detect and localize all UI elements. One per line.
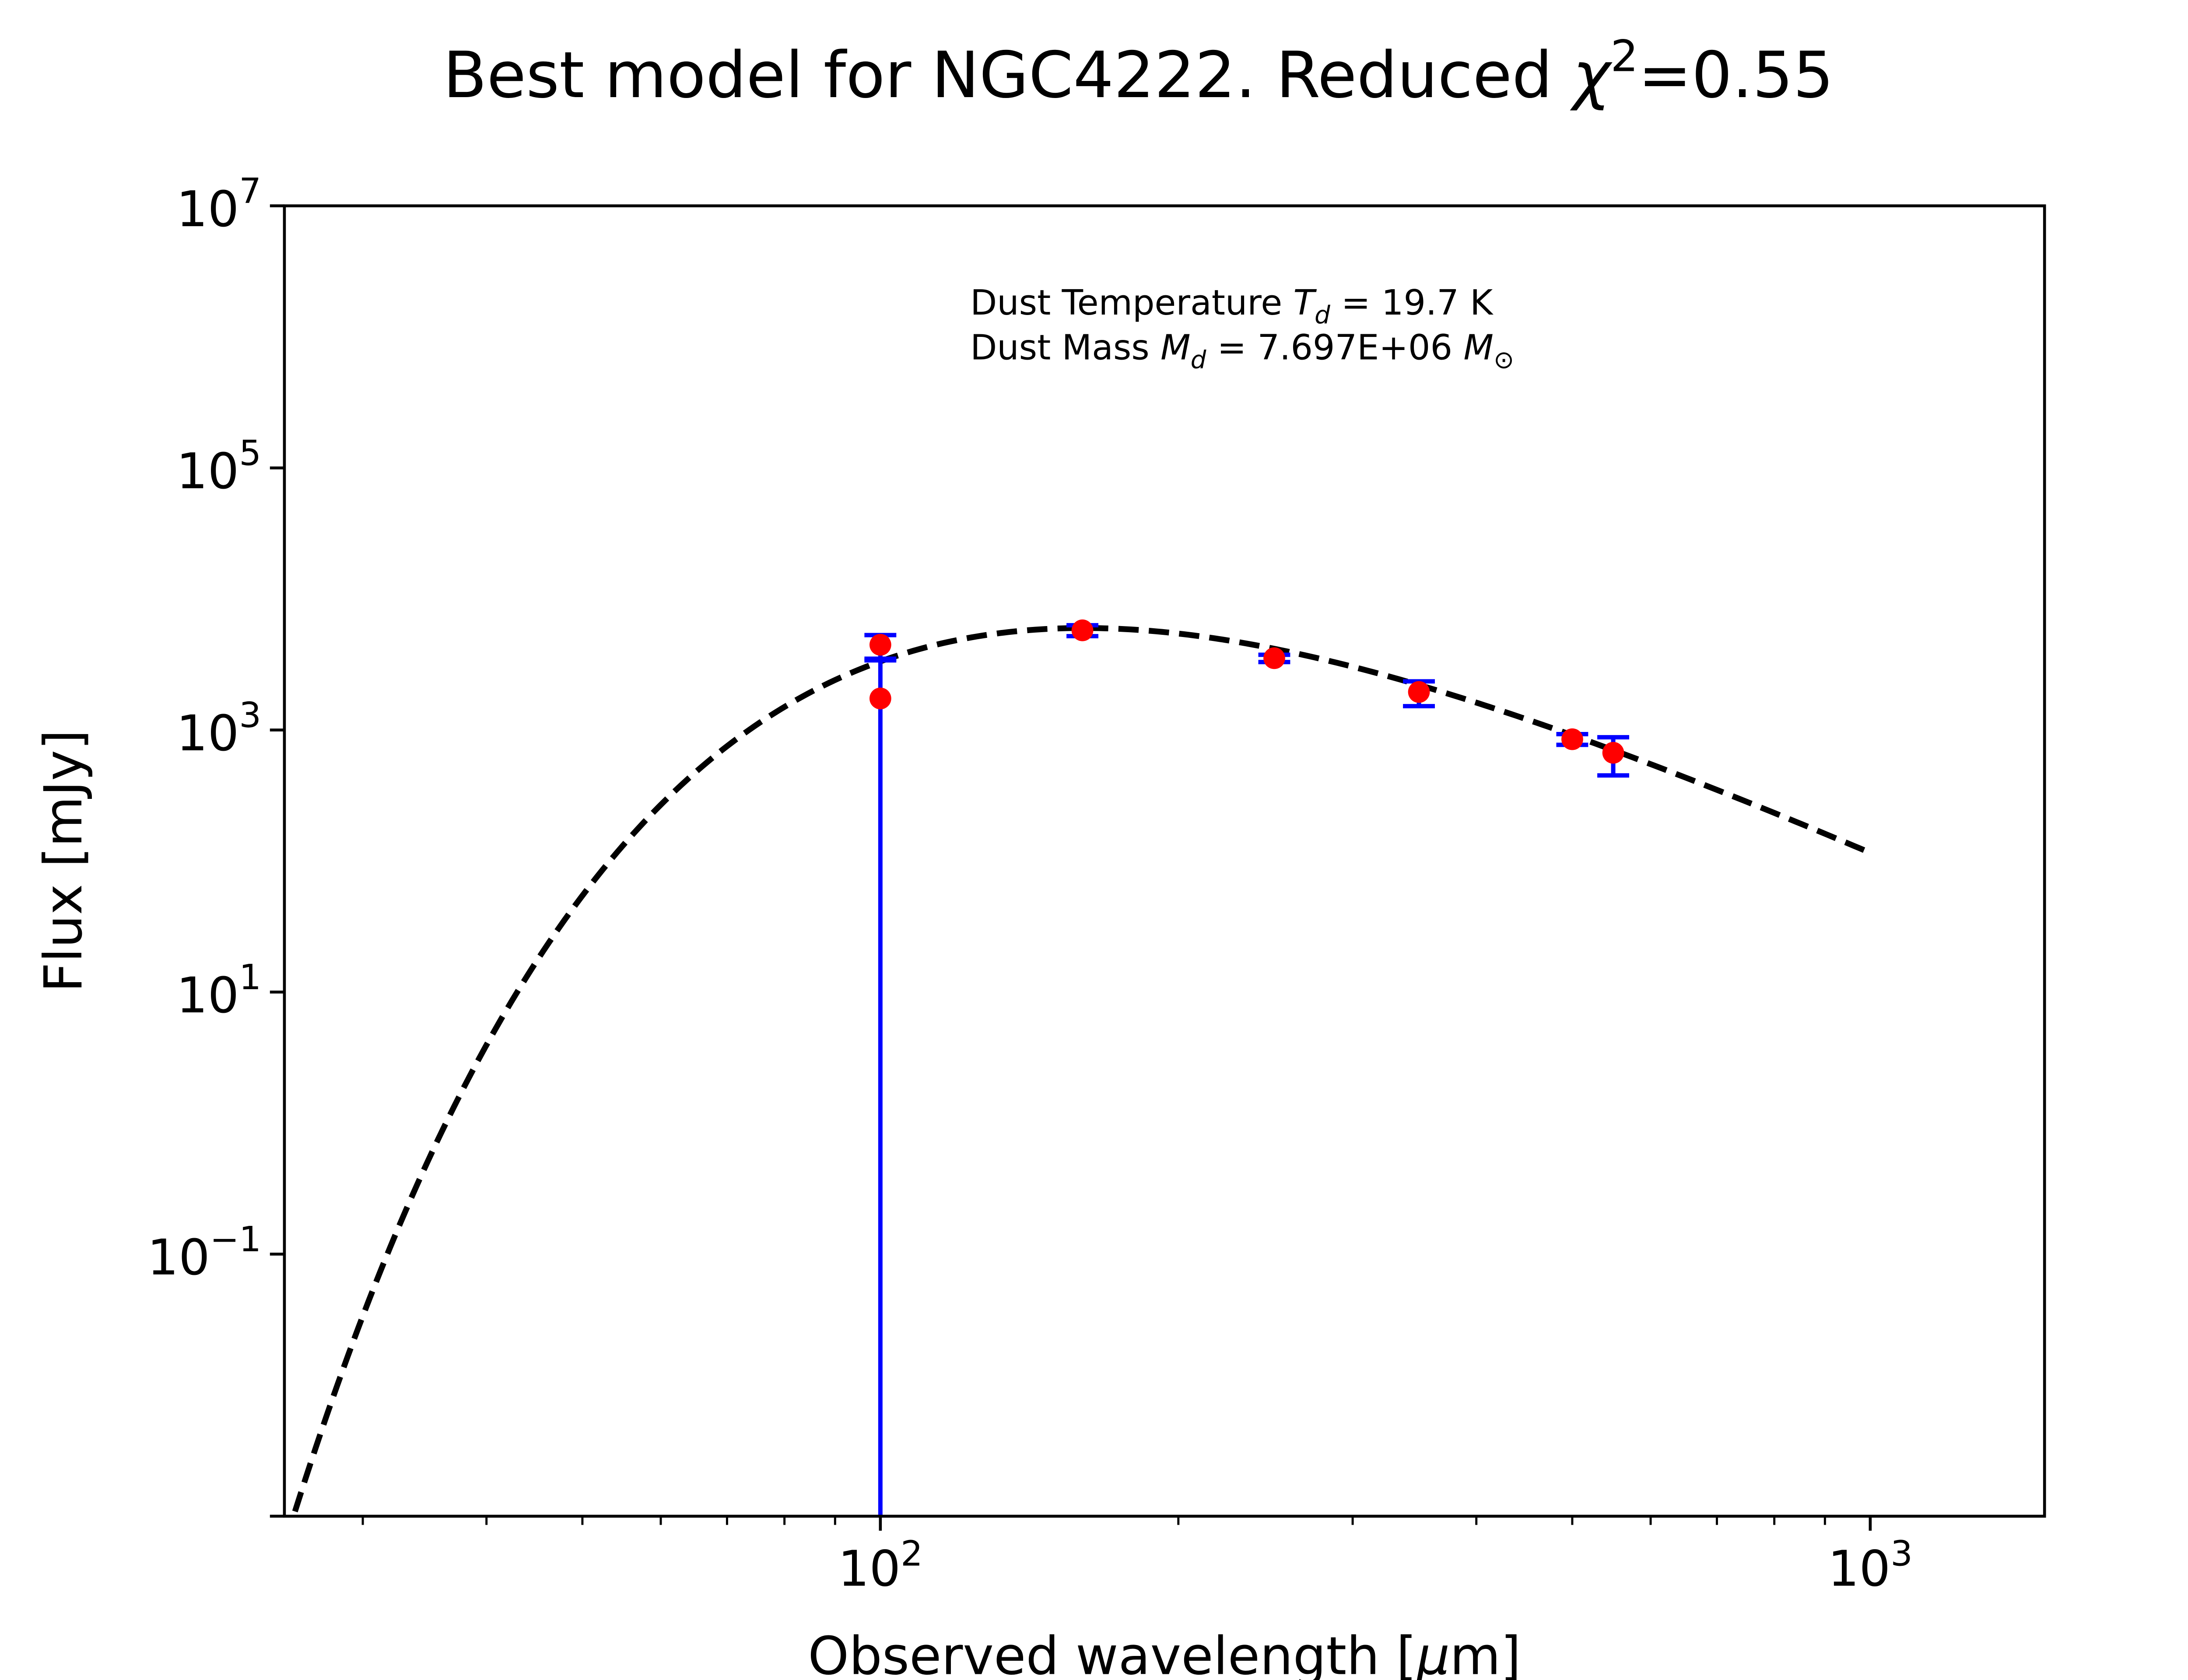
data-marker (1602, 742, 1624, 764)
x-axis-ticks: 102 103 (361, 1516, 1913, 1598)
title-sup: 2 (1610, 31, 1638, 81)
xlabel-prefix: Observed wavelength [ (808, 1626, 1417, 1680)
data-marker (1071, 619, 1094, 641)
y-axis-ticks: 107 105 103 101 10−1 (147, 171, 284, 1518)
axes-frame (283, 204, 2046, 1518)
ann1-sym: T (1293, 282, 1317, 323)
data-marker (1263, 647, 1285, 669)
y-tick-label: 103 (176, 695, 261, 762)
ann2-sub: d (1191, 346, 1206, 374)
data-point-2 (1066, 619, 1098, 641)
data-marker (1408, 681, 1430, 703)
xlabel-suffix: m] (1450, 1626, 1521, 1680)
y-axis-label: Flux [mJy] (33, 730, 94, 993)
data-point-3 (1258, 647, 1290, 669)
data-marker (869, 634, 891, 656)
ann2-sym: M (1161, 327, 1191, 368)
data-point-5 (1556, 728, 1588, 750)
ann1-prefix: Dust Temperature (970, 282, 1293, 323)
y-tick-label: 107 (176, 171, 261, 238)
title-suffix: =0.55 (1638, 38, 1834, 112)
ann2-sym2: M (1463, 327, 1494, 368)
ann2-middle: = 7.697E+06 (1206, 327, 1463, 368)
chart-title: Best model for NGC4222. Reduced χ2=0.55 (443, 31, 1834, 112)
ann1-sub: d (1315, 301, 1330, 329)
data-point-1 (864, 656, 897, 1516)
data-point-4 (1403, 679, 1435, 709)
data-point-6 (1597, 735, 1629, 778)
ann2-prefix: Dust Mass (970, 327, 1161, 368)
title-chi: χ (1570, 38, 1613, 112)
ann2-sun-symbol: ⊙ (1494, 346, 1514, 374)
y-tick-label: 101 (176, 957, 261, 1024)
ann1-suffix: = 19.7 K (1330, 282, 1494, 323)
x-tick-label: 102 (838, 1533, 923, 1597)
data-marker (1561, 728, 1583, 750)
annotation-line-2: Dust Mass Md = 7.697E+06 M⊙ (970, 327, 1514, 374)
title-prefix: Best model for NGC4222. Reduced (443, 38, 1573, 112)
y-tick-label: 10−1 (147, 1219, 261, 1286)
y-tick-label: 105 (176, 433, 261, 500)
data-marker (869, 687, 891, 710)
xlabel-mu: μ (1416, 1626, 1450, 1680)
annotation-line-1: Dust Temperature Td = 19.7 K (970, 282, 1494, 329)
data-points-layer (864, 619, 1629, 1516)
x-tick-label: 103 (1828, 1533, 1913, 1597)
x-axis-label: Observed wavelength [μm] (808, 1626, 1521, 1680)
